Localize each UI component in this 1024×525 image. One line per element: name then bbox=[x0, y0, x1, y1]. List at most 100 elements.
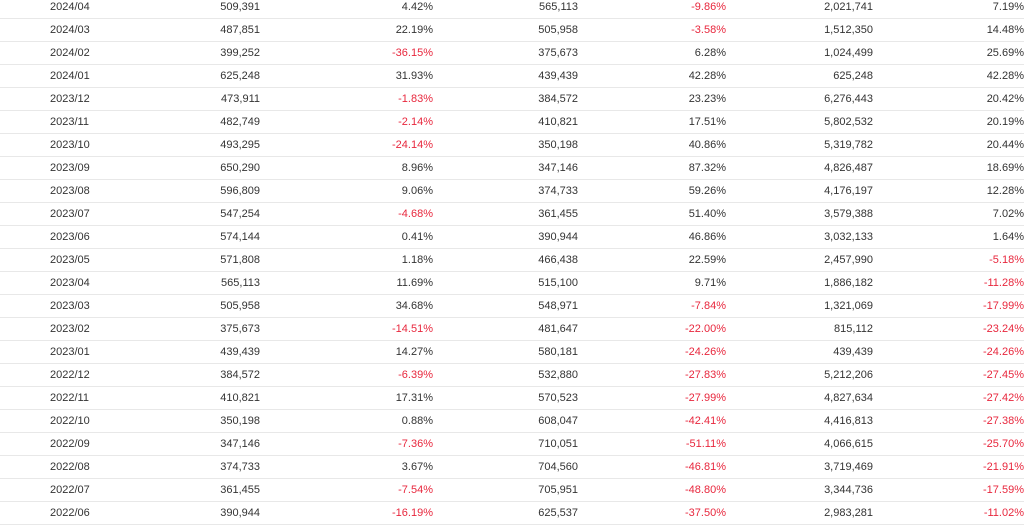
value-b-cell: 570,523 bbox=[433, 386, 578, 410]
value-a-cell: 547,254 bbox=[120, 202, 260, 226]
value-b-cell: 439,439 bbox=[433, 64, 578, 88]
cumulative-change-cell: -23.24% bbox=[873, 317, 1024, 341]
change-a-cell: -6.39% bbox=[260, 363, 433, 387]
change-b-cell: 42.28% bbox=[578, 64, 726, 88]
value-b-cell: 625,537 bbox=[433, 501, 578, 525]
table-row: 2023/12 473,911 -1.83% 384,572 23.23% 6,276,4… bbox=[0, 87, 1024, 111]
value-a-cell: 374,733 bbox=[120, 455, 260, 479]
change-b-cell: -9.86% bbox=[578, 0, 726, 19]
cumulative-change-cell: -17.99% bbox=[873, 294, 1024, 318]
table-row: 2024/04 509,391 4.42% 565,113 -9.86% 2,021,74… bbox=[0, 0, 1024, 19]
month-cell: 2022/08 bbox=[0, 455, 120, 479]
value-a-cell: 493,295 bbox=[120, 133, 260, 157]
table-row: 2022/08 374,733 3.67% 704,560 -46.81% 3,719,4… bbox=[0, 455, 1024, 479]
month-cell: 2024/01 bbox=[0, 64, 120, 88]
month-cell: 2024/03 bbox=[0, 18, 120, 42]
value-b-cell: 565,113 bbox=[433, 0, 578, 19]
cumulative-change-cell: -11.02% bbox=[873, 501, 1024, 525]
cumulative-change-cell: 7.19% bbox=[873, 0, 1024, 19]
month-cell: 2023/05 bbox=[0, 248, 120, 272]
change-a-cell: 9.06% bbox=[260, 179, 433, 203]
value-a-cell: 509,391 bbox=[120, 0, 260, 19]
change-b-cell: 22.59% bbox=[578, 248, 726, 272]
month-cell: 2022/12 bbox=[0, 363, 120, 387]
cumulative-change-cell: -27.38% bbox=[873, 409, 1024, 433]
value-a-cell: 625,248 bbox=[120, 64, 260, 88]
value-a-cell: 375,673 bbox=[120, 317, 260, 341]
cumulative-cell: 5,212,206 bbox=[726, 363, 873, 387]
cumulative-cell: 3,344,736 bbox=[726, 478, 873, 502]
change-a-cell: 14.27% bbox=[260, 340, 433, 364]
cumulative-cell: 3,719,469 bbox=[726, 455, 873, 479]
cumulative-cell: 3,032,133 bbox=[726, 225, 873, 249]
change-a-cell: -24.14% bbox=[260, 133, 433, 157]
change-a-cell: 34.68% bbox=[260, 294, 433, 318]
value-b-cell: 608,047 bbox=[433, 409, 578, 433]
value-b-cell: 390,944 bbox=[433, 225, 578, 249]
value-b-cell: 361,455 bbox=[433, 202, 578, 226]
value-b-cell: 710,051 bbox=[433, 432, 578, 456]
cumulative-cell: 5,319,782 bbox=[726, 133, 873, 157]
table-row: 2024/03 487,851 22.19% 505,958 -3.58% 1,512,3… bbox=[0, 18, 1024, 42]
change-a-cell: -2.14% bbox=[260, 110, 433, 134]
cumulative-cell: 4,066,615 bbox=[726, 432, 873, 456]
change-a-cell: -4.68% bbox=[260, 202, 433, 226]
month-cell: 2022/11 bbox=[0, 386, 120, 410]
value-a-cell: 505,958 bbox=[120, 294, 260, 318]
cumulative-change-cell: 7.02% bbox=[873, 202, 1024, 226]
cumulative-cell: 4,827,634 bbox=[726, 386, 873, 410]
change-a-cell: 11.69% bbox=[260, 271, 433, 295]
value-a-cell: 439,439 bbox=[120, 340, 260, 364]
change-b-cell: 17.51% bbox=[578, 110, 726, 134]
value-a-cell: 473,911 bbox=[120, 87, 260, 111]
month-cell: 2023/07 bbox=[0, 202, 120, 226]
change-b-cell: -27.83% bbox=[578, 363, 726, 387]
cumulative-change-cell: 20.42% bbox=[873, 87, 1024, 111]
change-a-cell: -7.36% bbox=[260, 432, 433, 456]
change-b-cell: 23.23% bbox=[578, 87, 726, 111]
cumulative-change-cell: -27.42% bbox=[873, 386, 1024, 410]
month-cell: 2023/10 bbox=[0, 133, 120, 157]
change-b-cell: -27.99% bbox=[578, 386, 726, 410]
table-row: 2024/01 625,248 31.93% 439,439 42.28% 625,248… bbox=[0, 64, 1024, 88]
month-cell: 2023/03 bbox=[0, 294, 120, 318]
cumulative-cell: 4,826,487 bbox=[726, 156, 873, 180]
value-a-cell: 390,944 bbox=[120, 501, 260, 525]
table-row: 2023/02 375,673 -14.51% 481,647 -22.00% 815,1… bbox=[0, 317, 1024, 341]
cumulative-change-cell: -27.45% bbox=[873, 363, 1024, 387]
month-cell: 2023/09 bbox=[0, 156, 120, 180]
value-a-cell: 361,455 bbox=[120, 478, 260, 502]
table-row: 2022/09 347,146 -7.36% 710,051 -51.11% 4,066,… bbox=[0, 432, 1024, 456]
change-a-cell: 8.96% bbox=[260, 156, 433, 180]
value-b-cell: 347,146 bbox=[433, 156, 578, 180]
cumulative-change-cell: 14.48% bbox=[873, 18, 1024, 42]
value-b-cell: 481,647 bbox=[433, 317, 578, 341]
change-b-cell: -7.84% bbox=[578, 294, 726, 318]
change-b-cell: 59.26% bbox=[578, 179, 726, 203]
change-a-cell: -16.19% bbox=[260, 501, 433, 525]
table-row: 2023/05 571,808 1.18% 466,438 22.59% 2,457,99… bbox=[0, 248, 1024, 272]
cumulative-change-cell: 18.69% bbox=[873, 156, 1024, 180]
cumulative-cell: 625,248 bbox=[726, 64, 873, 88]
value-b-cell: 532,880 bbox=[433, 363, 578, 387]
cumulative-cell: 2,457,990 bbox=[726, 248, 873, 272]
cumulative-cell: 2,983,281 bbox=[726, 501, 873, 525]
value-b-cell: 705,951 bbox=[433, 478, 578, 502]
value-a-cell: 350,198 bbox=[120, 409, 260, 433]
value-b-cell: 515,100 bbox=[433, 271, 578, 295]
change-a-cell: -36.15% bbox=[260, 41, 433, 65]
cumulative-cell: 815,112 bbox=[726, 317, 873, 341]
month-cell: 2022/06 bbox=[0, 501, 120, 525]
cumulative-cell: 1,321,069 bbox=[726, 294, 873, 318]
month-cell: 2023/01 bbox=[0, 340, 120, 364]
value-b-cell: 410,821 bbox=[433, 110, 578, 134]
month-cell: 2022/07 bbox=[0, 478, 120, 502]
change-a-cell: 3.67% bbox=[260, 455, 433, 479]
value-a-cell: 399,252 bbox=[120, 41, 260, 65]
cumulative-cell: 2,021,741 bbox=[726, 0, 873, 19]
change-b-cell: -22.00% bbox=[578, 317, 726, 341]
change-a-cell: -1.83% bbox=[260, 87, 433, 111]
value-b-cell: 505,958 bbox=[433, 18, 578, 42]
month-cell: 2023/06 bbox=[0, 225, 120, 249]
